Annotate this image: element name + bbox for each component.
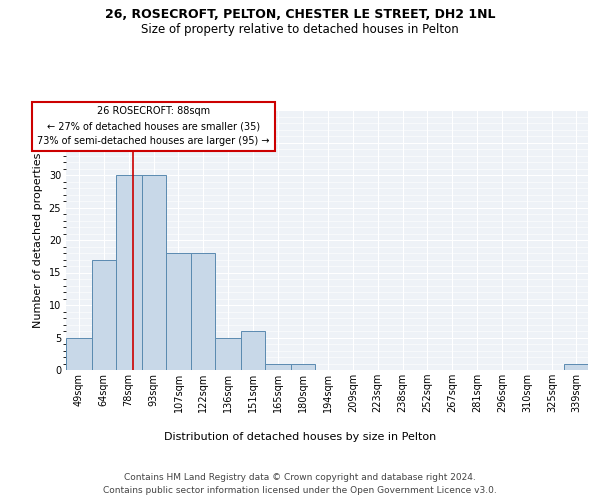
Bar bbox=[241, 331, 265, 370]
Bar bbox=[92, 260, 116, 370]
Y-axis label: Number of detached properties: Number of detached properties bbox=[33, 152, 43, 328]
Bar bbox=[564, 364, 588, 370]
Text: 26, ROSECROFT, PELTON, CHESTER LE STREET, DH2 1NL: 26, ROSECROFT, PELTON, CHESTER LE STREET… bbox=[105, 8, 495, 20]
Bar bbox=[166, 253, 191, 370]
Text: Size of property relative to detached houses in Pelton: Size of property relative to detached ho… bbox=[141, 22, 459, 36]
Text: Contains HM Land Registry data © Crown copyright and database right 2024.
Contai: Contains HM Land Registry data © Crown c… bbox=[103, 474, 497, 495]
Bar bbox=[215, 338, 241, 370]
Bar bbox=[265, 364, 291, 370]
Bar bbox=[291, 364, 315, 370]
Text: 26 ROSECROFT: 88sqm
← 27% of detached houses are smaller (35)
73% of semi-detach: 26 ROSECROFT: 88sqm ← 27% of detached ho… bbox=[37, 106, 270, 146]
Bar bbox=[142, 175, 166, 370]
Bar bbox=[191, 253, 215, 370]
Text: Distribution of detached houses by size in Pelton: Distribution of detached houses by size … bbox=[164, 432, 436, 442]
Bar bbox=[116, 175, 142, 370]
Bar bbox=[66, 338, 92, 370]
